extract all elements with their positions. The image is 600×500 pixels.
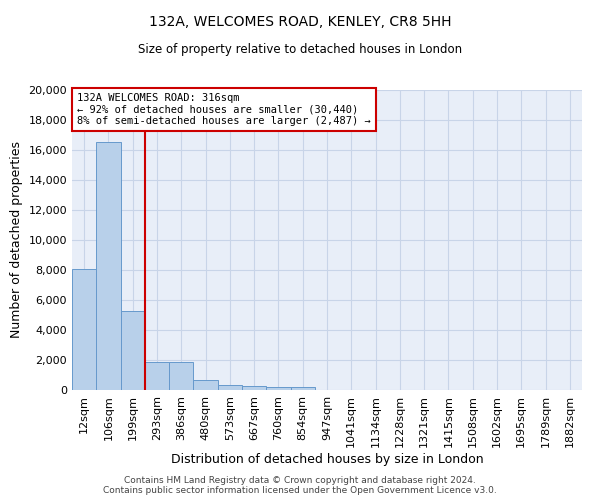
Bar	[121, 310, 145, 390]
Bar	[266, 386, 290, 390]
Text: Size of property relative to detached houses in London: Size of property relative to detached ho…	[138, 42, 462, 56]
Bar	[169, 362, 193, 390]
Bar	[193, 380, 218, 390]
Bar	[96, 142, 121, 390]
Bar	[242, 386, 266, 390]
X-axis label: Distribution of detached houses by size in London: Distribution of detached houses by size …	[170, 452, 484, 466]
Text: 132A, WELCOMES ROAD, KENLEY, CR8 5HH: 132A, WELCOMES ROAD, KENLEY, CR8 5HH	[149, 15, 451, 29]
Text: 132A WELCOMES ROAD: 316sqm
← 92% of detached houses are smaller (30,440)
8% of s: 132A WELCOMES ROAD: 316sqm ← 92% of deta…	[77, 93, 371, 126]
Bar	[290, 387, 315, 390]
Y-axis label: Number of detached properties: Number of detached properties	[10, 142, 23, 338]
Bar	[145, 362, 169, 390]
Bar	[218, 385, 242, 390]
Bar	[72, 268, 96, 390]
Text: Contains HM Land Registry data © Crown copyright and database right 2024.
Contai: Contains HM Land Registry data © Crown c…	[103, 476, 497, 495]
